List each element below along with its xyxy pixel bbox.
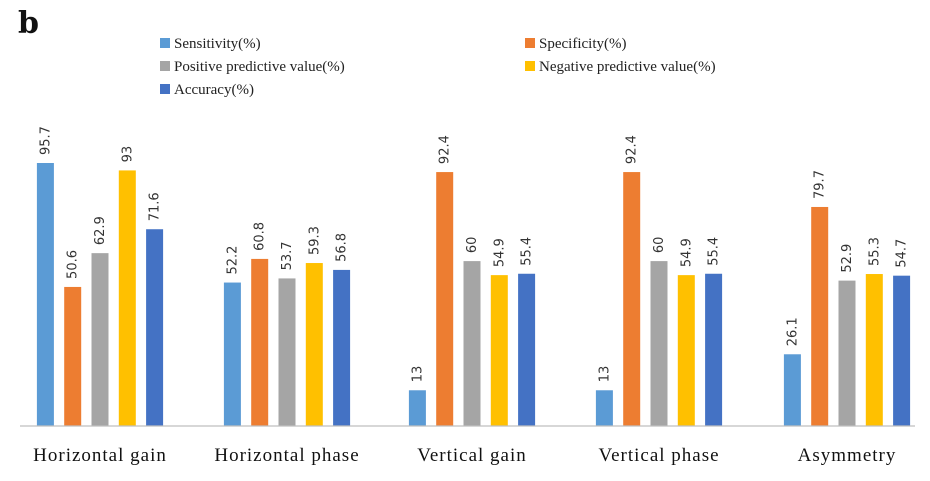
legend-label-0: Sensitivity(%) bbox=[174, 36, 261, 52]
bar-4-1 bbox=[811, 206, 829, 426]
bar-4-4 bbox=[893, 275, 911, 426]
value-label-4-1: 79.7 bbox=[813, 170, 828, 199]
value-label-0-4: 71.6 bbox=[148, 192, 163, 221]
category-label-4: Asymmetry bbox=[798, 445, 897, 466]
panel-label: b bbox=[18, 6, 39, 41]
bar-2-1 bbox=[436, 172, 454, 426]
bar-3-0 bbox=[595, 390, 613, 426]
bar-0-3 bbox=[118, 170, 136, 426]
category-label-0: Horizontal gain bbox=[33, 445, 167, 466]
value-label-1-1: 60.8 bbox=[253, 222, 268, 251]
legend-label-3: Negative predictive value(%) bbox=[539, 59, 716, 75]
bar-2-3 bbox=[490, 275, 508, 426]
value-label-1-4: 56.8 bbox=[335, 233, 350, 262]
bar-3-4 bbox=[705, 273, 723, 426]
category-labels-layer: Horizontal gain Horizontal phase Vertical … bbox=[33, 445, 897, 466]
value-label-0-2: 62.9 bbox=[93, 216, 108, 245]
bar-0-1 bbox=[64, 286, 82, 426]
bar-1-3 bbox=[305, 263, 323, 426]
value-label-3-0: 13 bbox=[597, 366, 612, 383]
value-label-0-1: 50.6 bbox=[66, 250, 81, 279]
legend-label-4: Accuracy(%) bbox=[174, 82, 254, 98]
value-label-4-0: 26.1 bbox=[785, 317, 800, 346]
value-label-4-4: 54.7 bbox=[895, 239, 910, 268]
value-label-0-0: 95.7 bbox=[38, 126, 53, 155]
value-label-2-4: 55.4 bbox=[520, 237, 535, 266]
legend-label-1: Specificity(%) bbox=[539, 36, 626, 52]
value-label-4-2: 52.9 bbox=[840, 244, 855, 273]
value-label-3-3: 54.9 bbox=[679, 238, 694, 267]
value-label-2-1: 92.4 bbox=[438, 135, 453, 164]
bar-0-4 bbox=[146, 229, 164, 426]
value-label-1-2: 53.7 bbox=[280, 241, 295, 270]
legend-swatch-4 bbox=[160, 84, 170, 94]
legend: Sensitivity(%) Specificity(%) Positive pre… bbox=[160, 36, 716, 98]
bar-1-0 bbox=[223, 282, 241, 426]
bar-1-4 bbox=[333, 269, 351, 426]
category-label-2: Vertical gain bbox=[417, 445, 527, 466]
legend-swatch-2 bbox=[160, 61, 170, 71]
bar-3-1 bbox=[623, 172, 641, 426]
legend-swatch-0 bbox=[160, 38, 170, 48]
bar-3-3 bbox=[677, 275, 695, 426]
value-labels-layer: 95.7 50.6 62.9 93 71.6 52.2 60.8 53.7 59.3 56.8 13… bbox=[38, 126, 909, 382]
value-label-3-4: 55.4 bbox=[707, 237, 722, 266]
bar-2-2 bbox=[463, 261, 481, 426]
bar-4-3 bbox=[865, 274, 883, 426]
bar-1-1 bbox=[251, 258, 269, 426]
value-label-2-0: 13 bbox=[410, 366, 425, 383]
bar-2-0 bbox=[408, 390, 426, 426]
legend-label-2: Positive predictive value(%) bbox=[174, 59, 345, 75]
value-label-2-3: 54.9 bbox=[492, 238, 507, 267]
legend-swatch-3 bbox=[525, 61, 535, 71]
value-label-1-0: 52.2 bbox=[225, 246, 240, 275]
bar-4-2 bbox=[838, 280, 856, 426]
value-label-3-1: 92.4 bbox=[625, 135, 640, 164]
bar-0-2 bbox=[91, 253, 109, 426]
value-label-3-2: 60 bbox=[652, 237, 667, 254]
value-label-1-3: 59.3 bbox=[307, 226, 322, 255]
category-label-3: Vertical phase bbox=[598, 445, 719, 466]
value-label-0-3: 93 bbox=[120, 146, 135, 163]
bar-1-2 bbox=[278, 278, 296, 426]
bar-2-4 bbox=[518, 273, 536, 426]
bars-layer bbox=[36, 163, 911, 426]
bar-4-0 bbox=[783, 354, 801, 426]
bar-0-0 bbox=[36, 163, 54, 426]
bar-3-2 bbox=[650, 261, 668, 426]
value-label-4-3: 55.3 bbox=[867, 237, 882, 266]
legend-swatch-1 bbox=[525, 38, 535, 48]
value-label-2-2: 60 bbox=[465, 237, 480, 254]
category-label-1: Horizontal phase bbox=[214, 445, 359, 466]
